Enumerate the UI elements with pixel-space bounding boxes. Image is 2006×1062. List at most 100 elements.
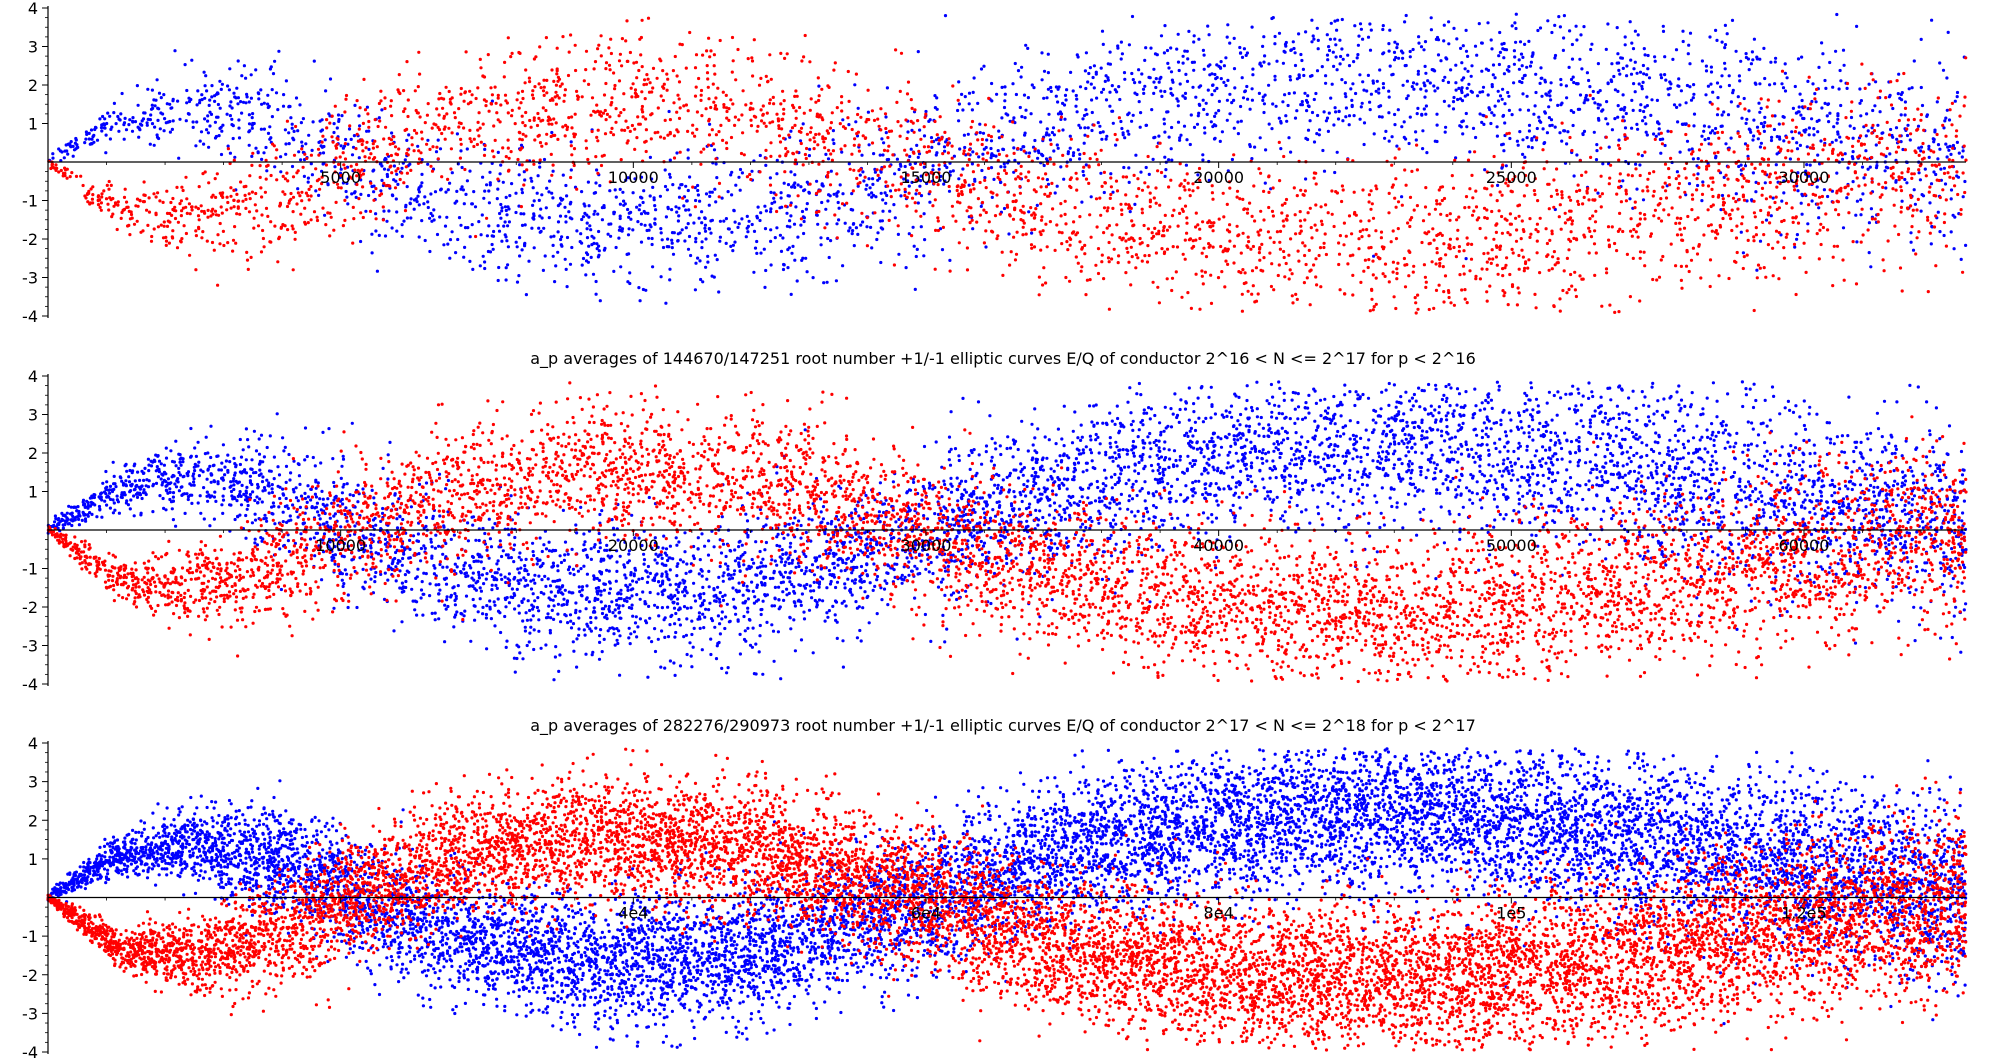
data-point bbox=[880, 137, 883, 140]
data-point bbox=[1329, 38, 1332, 41]
data-point bbox=[1801, 99, 1804, 102]
data-point bbox=[1817, 206, 1820, 209]
data-point bbox=[1448, 104, 1451, 107]
data-point bbox=[548, 180, 551, 183]
data-point bbox=[1153, 196, 1156, 199]
data-point bbox=[396, 183, 399, 186]
data-point bbox=[374, 229, 377, 232]
data-point bbox=[1140, 72, 1143, 75]
data-point bbox=[1067, 150, 1070, 153]
data-point bbox=[1714, 127, 1717, 130]
data-point bbox=[1409, 116, 1412, 119]
data-point bbox=[622, 204, 625, 207]
data-point bbox=[1395, 46, 1398, 49]
data-point bbox=[115, 122, 118, 125]
data-point bbox=[237, 59, 240, 62]
data-point bbox=[889, 189, 892, 192]
data-point bbox=[1466, 55, 1469, 58]
data-point bbox=[968, 92, 971, 95]
data-point bbox=[1513, 55, 1516, 58]
data-point bbox=[1360, 28, 1363, 31]
data-point bbox=[1377, 91, 1380, 94]
data-point bbox=[204, 74, 207, 77]
data-point bbox=[379, 189, 382, 192]
data-point bbox=[1412, 48, 1415, 51]
data-point bbox=[1625, 112, 1628, 115]
data-point bbox=[1636, 72, 1639, 75]
data-point bbox=[359, 240, 362, 243]
data-point bbox=[1681, 30, 1684, 33]
data-point bbox=[1649, 114, 1652, 117]
data-point bbox=[1388, 96, 1391, 99]
data-point bbox=[1202, 99, 1205, 102]
data-point bbox=[1595, 149, 1598, 152]
data-point bbox=[505, 213, 508, 216]
data-point bbox=[1312, 38, 1315, 41]
data-point bbox=[1064, 94, 1067, 97]
data-point bbox=[1964, 244, 1967, 247]
data-point bbox=[1906, 124, 1909, 127]
data-point bbox=[295, 96, 298, 99]
data-point bbox=[1639, 109, 1642, 112]
data-point bbox=[1889, 94, 1892, 97]
data-point bbox=[1663, 55, 1666, 58]
data-point bbox=[1166, 49, 1169, 52]
data-point bbox=[859, 224, 862, 227]
data-point bbox=[1812, 127, 1815, 130]
data-point bbox=[1275, 105, 1278, 108]
data-point bbox=[1327, 45, 1330, 48]
data-point bbox=[1544, 92, 1547, 95]
data-point bbox=[1628, 197, 1631, 200]
data-point bbox=[1758, 82, 1761, 85]
data-point bbox=[1346, 54, 1349, 57]
data-point bbox=[1259, 136, 1262, 139]
data-point bbox=[1108, 91, 1111, 94]
data-point bbox=[1442, 39, 1445, 42]
data-point bbox=[1722, 110, 1725, 113]
data-point bbox=[1692, 124, 1695, 127]
data-point bbox=[499, 172, 502, 175]
data-point bbox=[819, 236, 822, 239]
data-point bbox=[754, 247, 757, 250]
data-point bbox=[345, 196, 348, 199]
data-point bbox=[1503, 72, 1506, 75]
data-point bbox=[1623, 106, 1626, 109]
data-point bbox=[1057, 147, 1060, 150]
data-point bbox=[1839, 79, 1842, 82]
data-point bbox=[775, 172, 778, 175]
data-point bbox=[973, 180, 976, 183]
data-point bbox=[172, 119, 175, 122]
data-point bbox=[1502, 56, 1505, 59]
data-point bbox=[416, 145, 419, 148]
data-point bbox=[688, 175, 691, 178]
data-point bbox=[251, 127, 254, 130]
data-point bbox=[1740, 117, 1743, 120]
data-point bbox=[1749, 128, 1752, 131]
data-point bbox=[428, 250, 431, 253]
data-point bbox=[1846, 87, 1849, 90]
data-point bbox=[143, 180, 146, 183]
data-point bbox=[1687, 44, 1690, 47]
data-point bbox=[386, 173, 389, 176]
data-point bbox=[103, 117, 106, 120]
data-point bbox=[1937, 143, 1940, 146]
data-point bbox=[230, 118, 233, 121]
data-point bbox=[1024, 132, 1027, 135]
data-point bbox=[1423, 107, 1426, 110]
data-point bbox=[1934, 173, 1937, 176]
data-point bbox=[595, 280, 598, 283]
data-point bbox=[359, 193, 362, 196]
data-point bbox=[609, 222, 612, 225]
data-point bbox=[142, 111, 145, 114]
data-point bbox=[769, 228, 772, 231]
data-point bbox=[1828, 112, 1831, 115]
data-point bbox=[1775, 163, 1778, 166]
data-point bbox=[160, 96, 163, 99]
data-point bbox=[150, 108, 153, 111]
data-point bbox=[619, 265, 622, 268]
data-point bbox=[1150, 108, 1153, 111]
data-point bbox=[1030, 112, 1033, 115]
data-point bbox=[736, 226, 739, 229]
data-point bbox=[1137, 68, 1140, 71]
data-point bbox=[1306, 138, 1309, 141]
